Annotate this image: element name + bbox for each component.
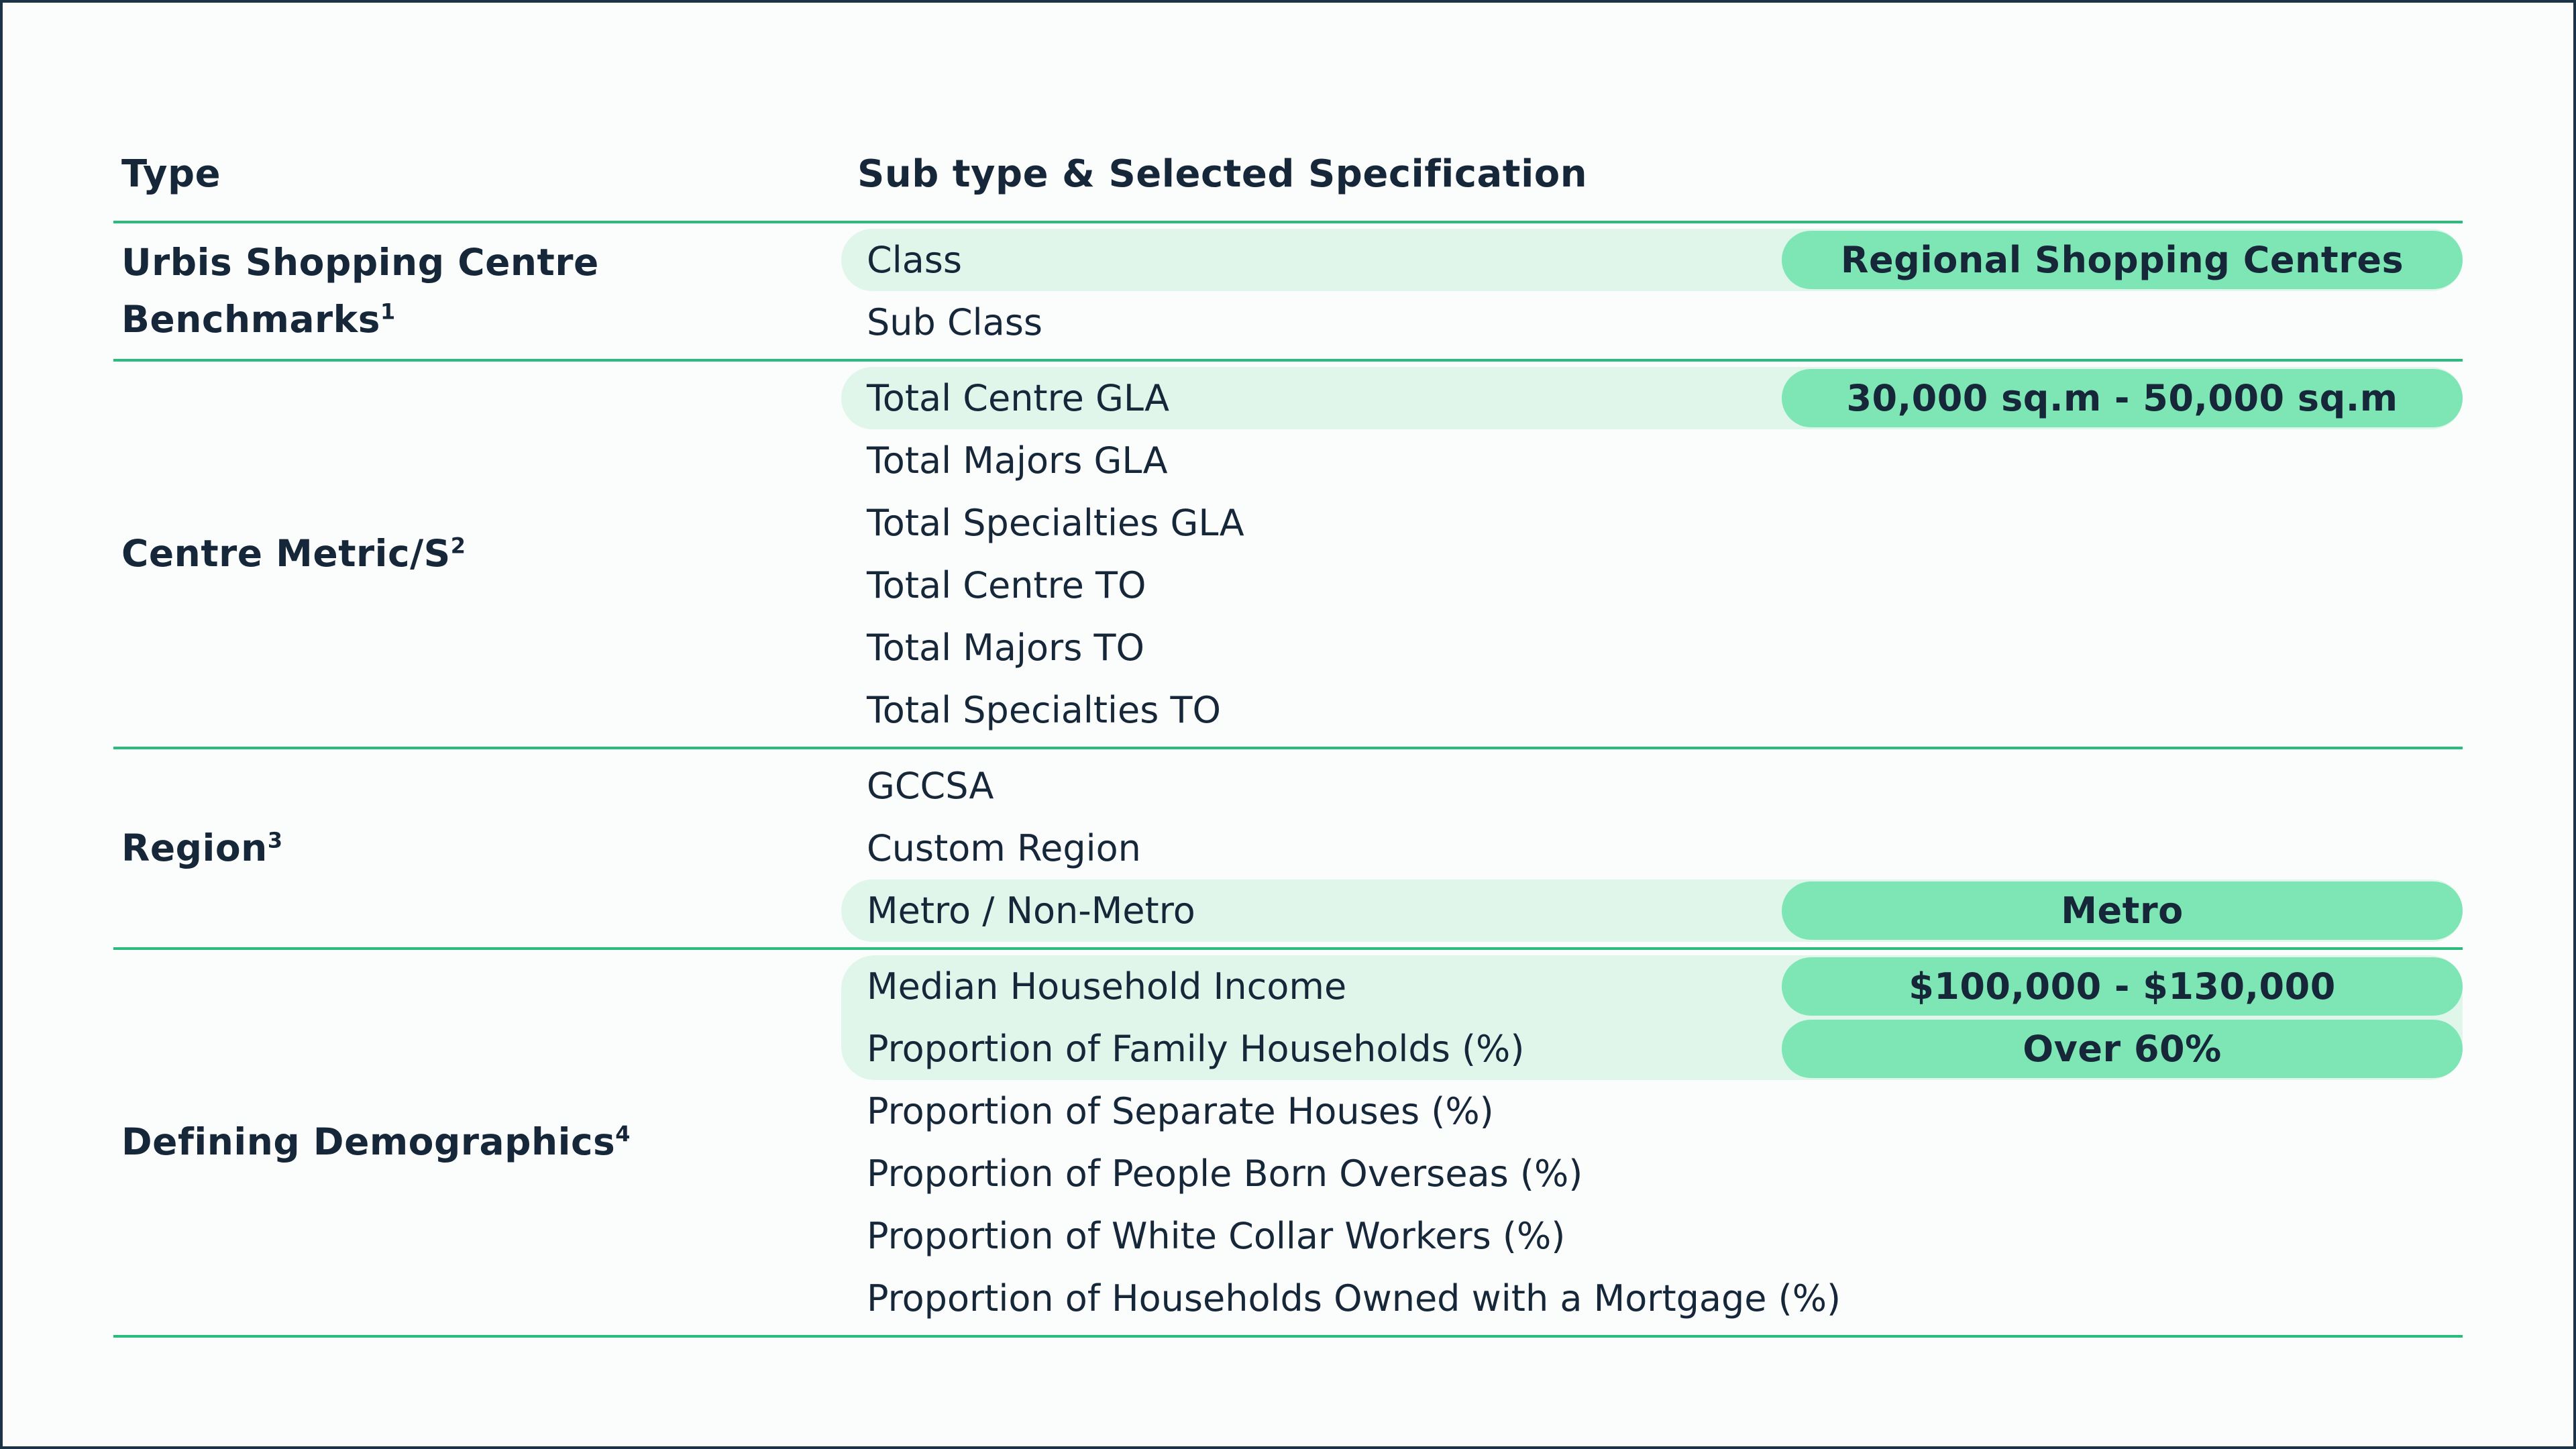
subtype-row-gccsa: GCCSA [841, 755, 2463, 817]
subtype-row-total-centre-gla: Total Centre GLA 30,000 sq.m - 50,000 sq… [841, 367, 2463, 429]
subtype-label: Total Majors TO [867, 627, 1144, 669]
subtype-row-family-households: Proportion of Family Households (%) Over… [841, 1018, 2463, 1080]
subtype-label: Proportion of Separate Houses (%) [867, 1090, 1494, 1132]
type-label-superscript: 1 [380, 299, 396, 325]
selected-value-pill: $100,000 - $130,000 [1782, 957, 2463, 1016]
subtype-label: Proportion of Households Owned with a Mo… [867, 1277, 1841, 1320]
subtype-rows: Total Centre GLA 30,000 sq.m - 50,000 sq… [841, 367, 2463, 741]
subtype-label: Proportion of Family Households (%) [867, 1028, 1525, 1070]
subtype-label: Proportion of People Born Overseas (%) [867, 1152, 1583, 1195]
subtype-label: Custom Region [867, 827, 1141, 869]
subtype-label: Total Majors GLA [867, 439, 1168, 482]
type-label-superscript: 2 [450, 533, 466, 559]
section-defining-demographics: Defining Demographics4 Median Household … [113, 950, 2463, 1338]
subtype-row-total-specialties-to: Total Specialties TO [841, 679, 2463, 741]
selected-value-pill: Metro [1782, 881, 2463, 940]
type-label-superscript: 3 [267, 827, 283, 853]
subtype-row-custom-region: Custom Region [841, 817, 2463, 879]
column-header-subtype-specification: Sub type & Selected Specification [857, 152, 1588, 196]
section-centre-metrics: Centre Metric/S2 Total Centre GLA 30,000… [113, 362, 2463, 749]
subtype-label: Proportion of White Collar Workers (%) [867, 1215, 1566, 1257]
selected-value-pill: 30,000 sq.m - 50,000 sq.m [1782, 369, 2463, 427]
type-label-superscript: 4 [615, 1122, 631, 1148]
type-cell: Region3 [113, 755, 841, 942]
selected-value-pill: Over 60% [1782, 1020, 2463, 1078]
type-cell: Defining Demographics4 [113, 955, 841, 1330]
subtype-row-born-overseas: Proportion of People Born Overseas (%) [841, 1142, 2463, 1205]
subtype-row-total-majors-gla: Total Majors GLA [841, 429, 2463, 492]
subtype-row-total-specialties-gla: Total Specialties GLA [841, 492, 2463, 554]
subtype-row-white-collar-workers: Proportion of White Collar Workers (%) [841, 1205, 2463, 1267]
subtype-label: Metro / Non-Metro [867, 890, 1195, 932]
subtype-label: Class [867, 239, 963, 281]
section-urbis-benchmarks: Urbis Shopping Centre Benchmarks1 Class … [113, 223, 2463, 362]
type-label: Defining Demographics4 [121, 1114, 631, 1171]
subtype-label: Sub Class [867, 301, 1043, 343]
subtype-rows: Class Regional Shopping Centres Sub Clas… [841, 229, 2463, 354]
subtype-row-median-household-income: Median Household Income $100,000 - $130,… [841, 955, 2463, 1018]
type-label-text: Urbis Shopping Centre Benchmarks [121, 240, 599, 341]
subtype-label: Total Centre TO [867, 564, 1146, 606]
subtype-rows: GCCSA Custom Region Metro / Non-Metro Me… [841, 755, 2463, 942]
subtype-row-total-majors-to: Total Majors TO [841, 616, 2463, 679]
type-label: Centre Metric/S2 [121, 525, 466, 582]
subtype-label: Total Specialties TO [867, 689, 1222, 731]
subtype-row-separate-houses: Proportion of Separate Houses (%) [841, 1080, 2463, 1142]
subtype-rows: Median Household Income $100,000 - $130,… [841, 955, 2463, 1330]
type-label: Urbis Shopping Centre Benchmarks1 [121, 234, 841, 349]
type-label-text: Defining Demographics [121, 1120, 616, 1164]
subtype-row-sub-class: Sub Class [841, 291, 2463, 354]
type-label-text: Centre Metric/S [121, 532, 451, 576]
highlighted-row-group: Median Household Income $100,000 - $130,… [841, 955, 2463, 1080]
subtype-row-metro-non-metro: Metro / Non-Metro Metro [841, 879, 2463, 942]
type-cell: Centre Metric/S2 [113, 367, 841, 741]
specification-table: Type Sub type & Selected Specification U… [113, 127, 2463, 1338]
column-header-type: Type [121, 152, 221, 196]
subtype-label: GCCSA [867, 765, 994, 807]
section-region: Region3 GCCSA Custom Region Metro / Non-… [113, 749, 2463, 950]
type-label-text: Region [121, 826, 268, 869]
subtype-label: Total Centre GLA [867, 377, 1170, 419]
subtype-row-owned-with-mortgage: Proportion of Households Owned with a Mo… [841, 1267, 2463, 1330]
selected-value-pill: Regional Shopping Centres [1782, 231, 2463, 289]
table-header-row: Type Sub type & Selected Specification [113, 127, 2463, 223]
subtype-label: Total Specialties GLA [867, 502, 1244, 544]
subtype-row-class: Class Regional Shopping Centres [841, 229, 2463, 291]
subtype-row-total-centre-to: Total Centre TO [841, 554, 2463, 616]
type-cell: Urbis Shopping Centre Benchmarks1 [113, 229, 841, 354]
type-label: Region3 [121, 820, 283, 877]
subtype-label: Median Household Income [867, 965, 1347, 1008]
